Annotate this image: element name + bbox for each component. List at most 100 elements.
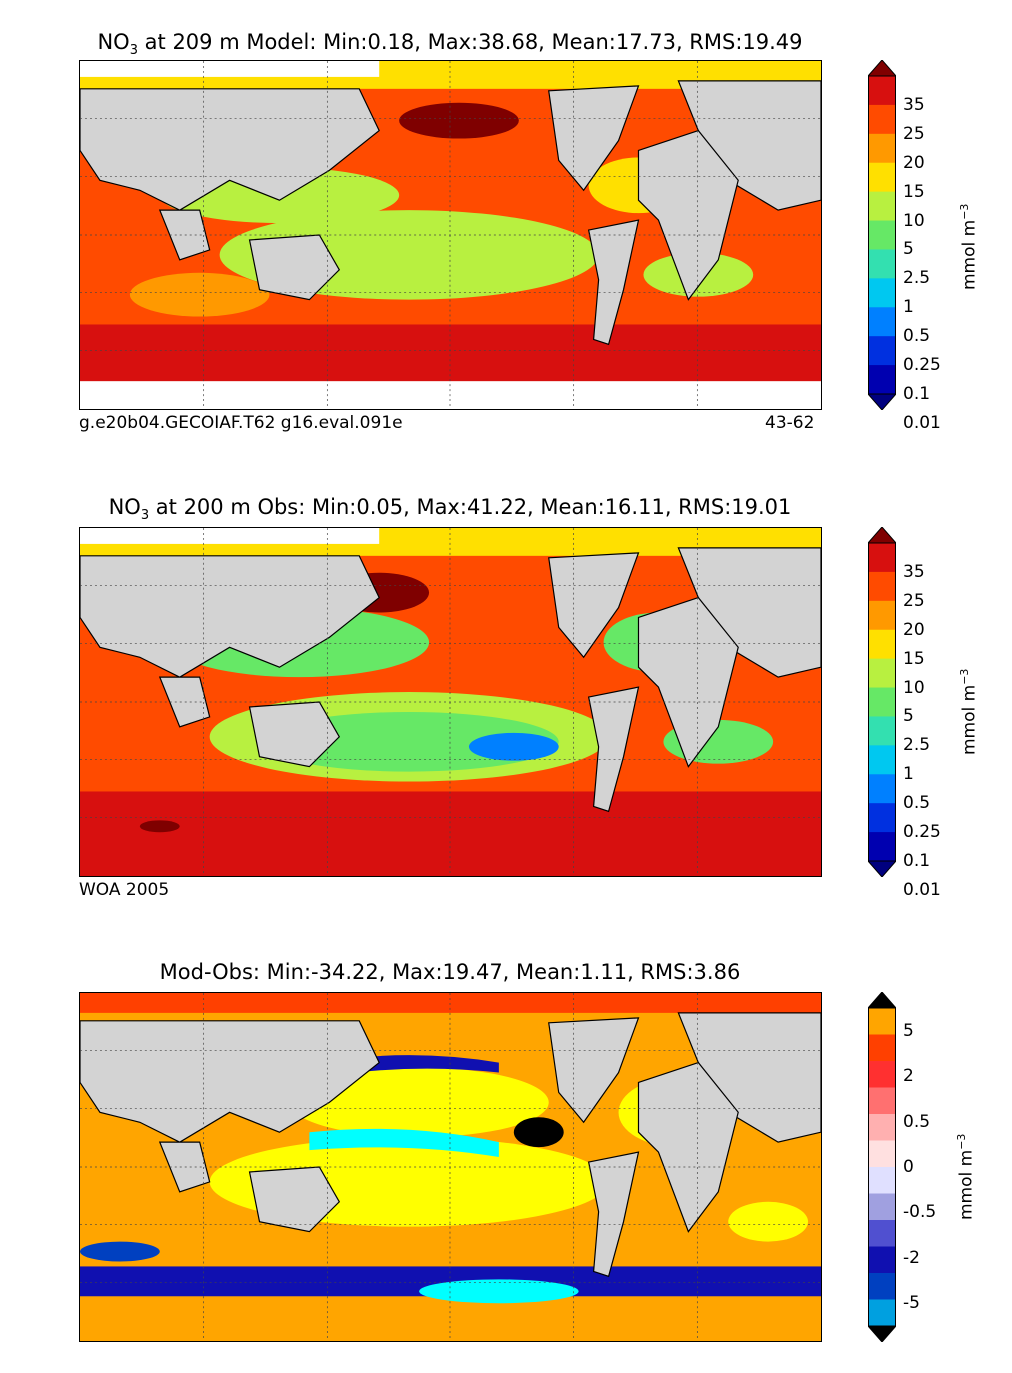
colorbar-tick-label: 15 <box>903 181 925 202</box>
colorbar-tick-label: 0 <box>903 1157 914 1177</box>
title-species: NO <box>108 495 141 519</box>
antarctic-missing <box>80 381 821 409</box>
colorbar-tick-label: 2.5 <box>903 735 931 756</box>
colorbar-segment <box>868 307 896 337</box>
map-obs <box>79 527 822 877</box>
colorbar-tick-label: 10 <box>903 677 925 698</box>
title-species: NO <box>97 30 130 54</box>
unit-text: mmol m <box>959 219 980 290</box>
title-species-subscript: 3 <box>140 508 150 524</box>
colorbar-segment <box>868 716 896 746</box>
colorbar-model-unit: mmol m−3 <box>958 204 980 290</box>
colorbar-segment <box>868 1008 896 1035</box>
colorbar-extend-min <box>868 860 896 877</box>
colorbar-segment <box>868 133 896 164</box>
colorbar-tick-label: -2 <box>903 1247 920 1268</box>
colorbar-segment <box>868 336 896 366</box>
colorbar-segment <box>868 658 896 689</box>
colorbar-tick-label: 0.5 <box>903 326 931 347</box>
map-model <box>79 60 822 410</box>
colorbar-model-svg <box>868 60 896 410</box>
colorbar-tick-label: -5 <box>903 1293 920 1314</box>
colorbar-tick-label: 0.1 <box>903 384 931 404</box>
colorbar-extend-max <box>868 992 896 1009</box>
years-caption: 43-62 <box>765 413 815 433</box>
unit-text: mmol m <box>956 1149 977 1220</box>
panel-title-model: NO3 at 209 m Model: Min:0.18, Max:38.68,… <box>0 30 900 58</box>
colorbar-tick-label: 0.1 <box>903 851 931 871</box>
colorbar-segment <box>868 745 896 775</box>
colorbar-segment <box>868 278 896 308</box>
colorbar-segment <box>868 543 896 573</box>
unit-exponent: −3 <box>958 203 971 220</box>
colorbar-tick-label: 2 <box>903 1066 914 1087</box>
south-atlantic-positive <box>728 1201 809 1242</box>
title-species-subscript: 3 <box>129 43 138 59</box>
colorbar-tick-label: 25 <box>903 590 925 611</box>
north-pacific-high <box>399 102 519 139</box>
colorbar-frame <box>868 1007 896 1327</box>
map-diff-svg <box>80 993 821 1341</box>
colorbar-tick-label: 1 <box>903 297 914 318</box>
colorbar-segment <box>868 1299 896 1327</box>
colorbar-frame <box>868 542 896 862</box>
colorbar-extend-max <box>868 527 896 544</box>
colorbar-tick-label: 0.5 <box>903 1111 931 1132</box>
indian-negative <box>80 1241 160 1262</box>
colorbar-tick-label: 2.5 <box>903 268 931 289</box>
colorbar-segment <box>868 629 896 660</box>
colorbar-segment <box>868 1140 896 1168</box>
indian-ocean-gyre <box>129 272 270 317</box>
colorbar-tick-label: 1 <box>903 764 914 785</box>
obs-source-caption: WOA 2005 <box>79 880 170 900</box>
unit-exponent: −3 <box>955 1133 968 1150</box>
map-obs-svg <box>80 528 821 876</box>
title-stats: at 209 m Model: Min:0.18, Max:38.68, Mea… <box>137 30 803 54</box>
title-stats: at 200 m Obs: Min:0.05, Max:41.22, Mean:… <box>149 495 792 519</box>
southern-ocean <box>80 791 821 876</box>
panel-title-diff: Mod-Obs: Min:-34.22, Max:19.47, Mean:1.1… <box>0 960 900 984</box>
graticule <box>80 61 821 409</box>
north-pacific-positive <box>289 1067 549 1138</box>
colorbar-tick-label: 25 <box>903 123 925 144</box>
colorbar-segment <box>868 1114 896 1141</box>
unit-exponent: −3 <box>958 668 971 685</box>
colorbar-tick-label: 5 <box>903 239 914 260</box>
run-caption: g.e20b04.GECOIAF.T62 g16.eval.091e <box>79 413 403 433</box>
colorbar-segment <box>868 104 896 135</box>
colorbar-segment <box>868 249 896 279</box>
colorbar-tick-label: 10 <box>903 210 925 231</box>
arctic-missing <box>80 61 380 77</box>
colorbar-tick-label: 5 <box>903 1020 914 1041</box>
land-masses <box>80 80 821 346</box>
colorbar-tick-label: 0.25 <box>903 355 941 376</box>
colorbar-diff-unit: mmol m−3 <box>955 1134 977 1220</box>
colorbar-obs-svg <box>868 527 896 877</box>
colorbar-model <box>868 60 896 410</box>
colorbar-tick-label: 35 <box>903 94 925 115</box>
colorbar-segment <box>868 191 896 222</box>
land-masses <box>80 547 821 813</box>
colorbar-segment <box>868 1273 896 1300</box>
map-diff <box>79 992 822 1342</box>
colorbar-segment <box>868 571 896 602</box>
colorbar-segment <box>868 1193 896 1221</box>
arctic-band <box>80 993 821 1013</box>
panel-title-obs: NO3 at 200 m Obs: Min:0.05, Max:41.22, M… <box>0 495 900 523</box>
colorbar-tick-label: 20 <box>903 619 925 640</box>
large-negative-patch <box>513 1117 564 1148</box>
colorbar-tick-label: 15 <box>903 648 925 669</box>
colorbar-tick-label: 0.5 <box>903 793 931 814</box>
unit-text: mmol m <box>959 684 980 755</box>
southern-strong-negative <box>419 1279 579 1304</box>
colorbar-obs-unit: mmol m−3 <box>958 669 980 755</box>
colorbar-segment <box>868 1220 896 1247</box>
colorbar-tick-label: -0.5 <box>903 1202 937 1223</box>
colorbar-extend-min <box>868 1325 896 1342</box>
colorbar-extend-min <box>868 393 896 410</box>
colorbar-segment <box>868 1167 896 1194</box>
colorbar-segment <box>868 1061 896 1088</box>
graticule <box>80 993 821 1341</box>
equatorial-negative-band <box>309 1128 499 1158</box>
graticule <box>80 528 821 876</box>
